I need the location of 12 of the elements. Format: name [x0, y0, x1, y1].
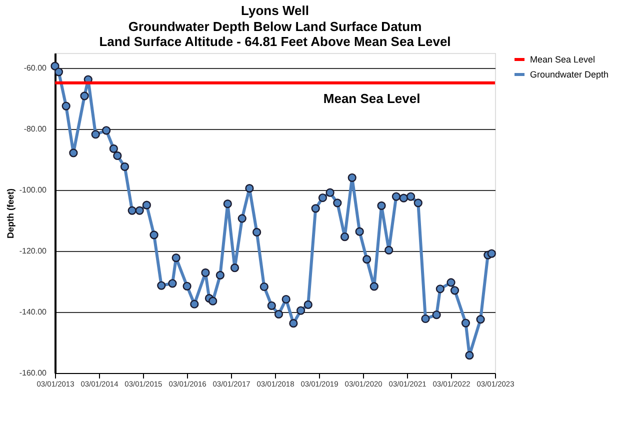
- y-tick-label: -160.00: [19, 368, 48, 378]
- chart-title: Lyons Well: [241, 3, 309, 18]
- y-tick-label: -100.00: [19, 186, 48, 195]
- y-axis-title: Depth (feet): [5, 188, 16, 238]
- y-tick-label: -140.00: [19, 308, 48, 317]
- text: Mean Sea Level: [323, 90, 420, 106]
- y-tick-label: -80.00: [24, 124, 48, 134]
- y-tick-label: -60.00: [24, 64, 48, 73]
- chart-subtitle: Groundwater Depth Below Land Surface Datum Land Surface Altitude - 64.81 Feet Above Mean Sea Level: [99, 19, 451, 49]
- legend-label: Groundwater Depth: [530, 70, 609, 80]
- legend-label: Mean Sea Level: [530, 54, 596, 64]
- y-tick-label: -120.00: [19, 246, 48, 256]
